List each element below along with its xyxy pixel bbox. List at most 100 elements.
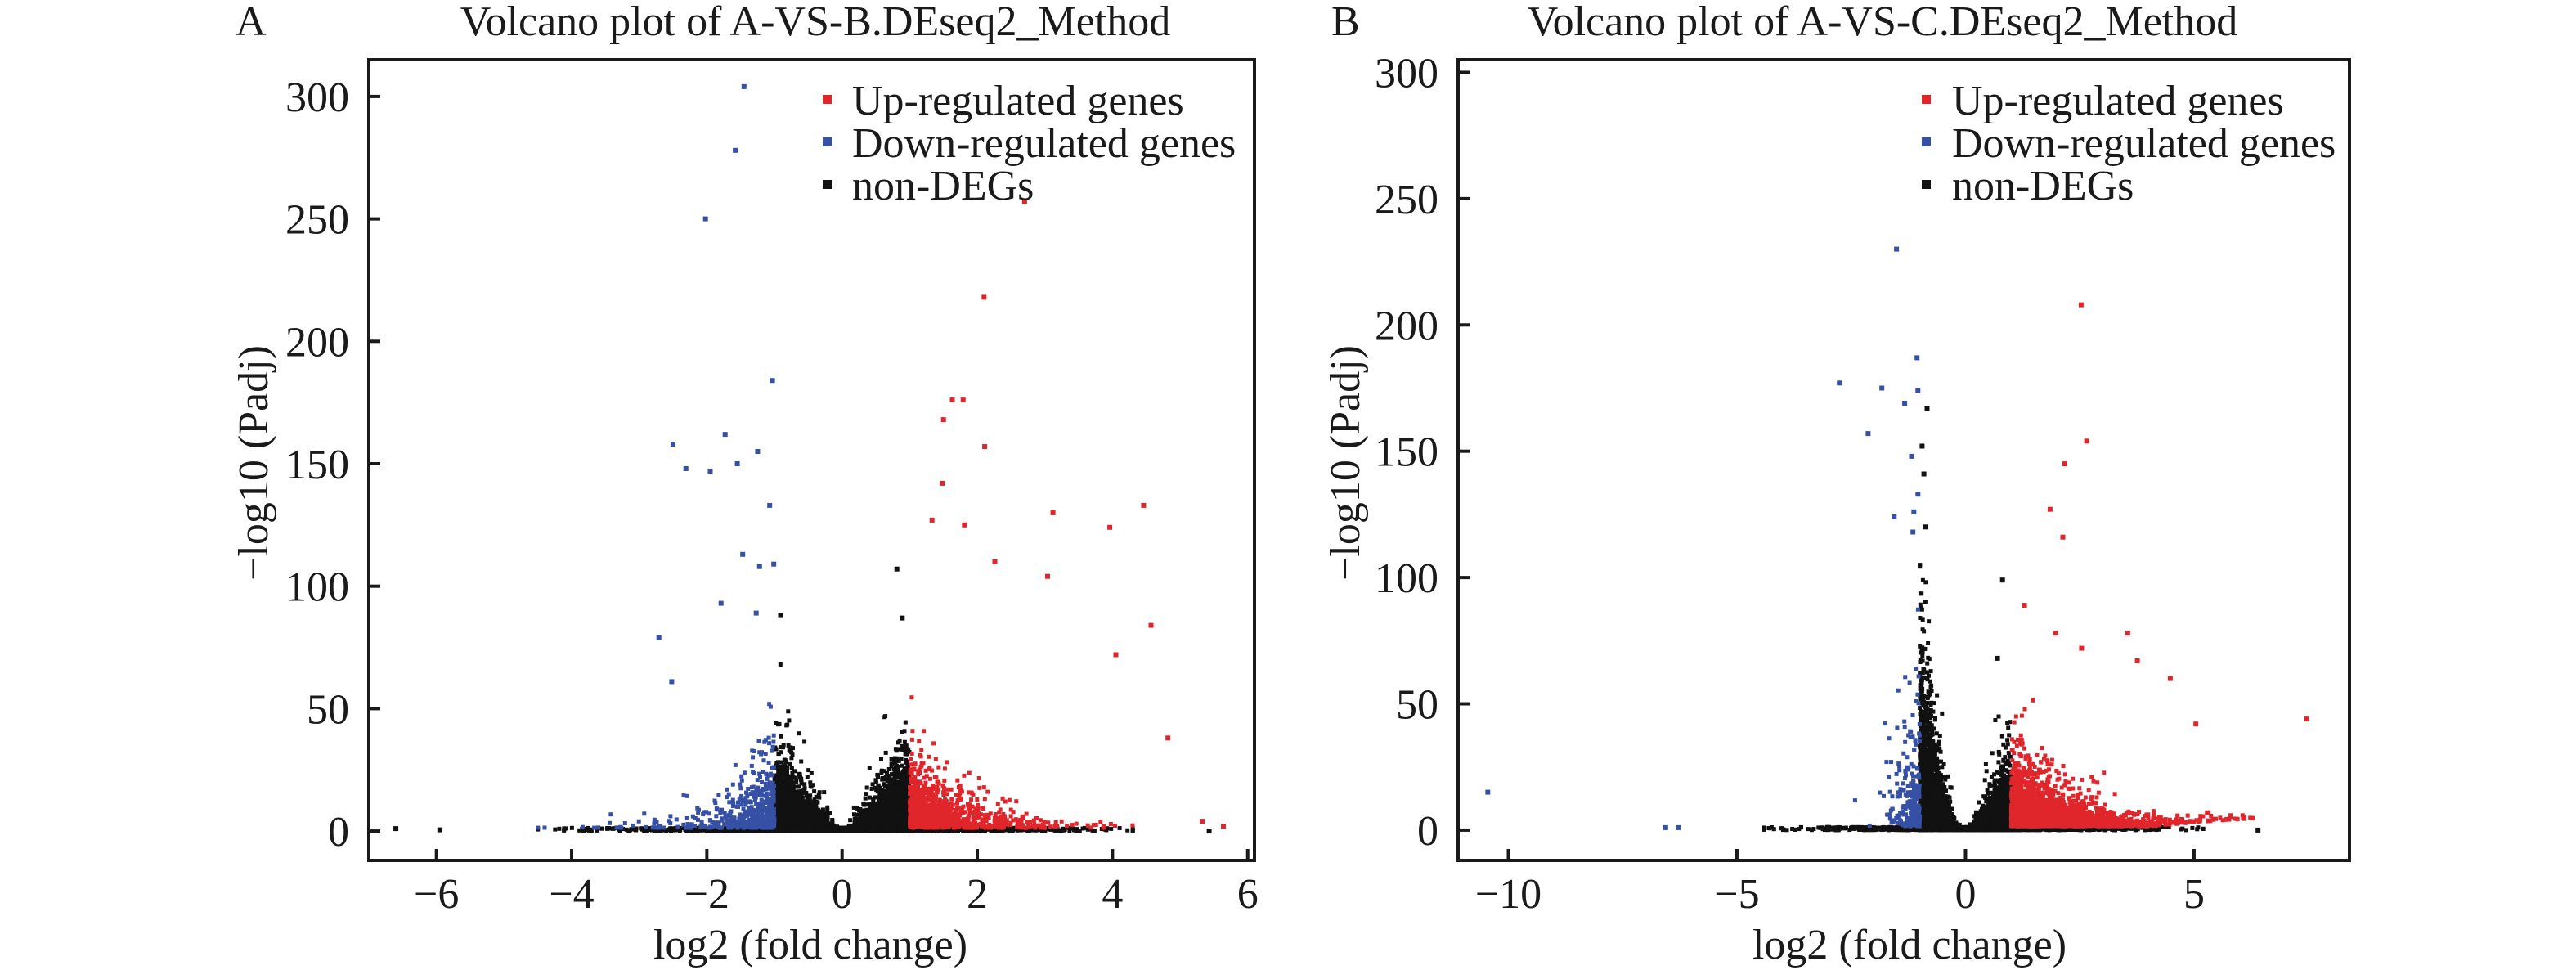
point-non-deg — [864, 807, 869, 812]
point-non-deg — [789, 776, 794, 781]
point-non-deg — [869, 787, 874, 791]
point-non-deg — [870, 806, 875, 811]
point-non-deg — [865, 814, 869, 819]
point-non-deg — [903, 797, 908, 802]
chart-title: Volcano plot of A-VS-B.DEseq2_Method — [460, 0, 1171, 45]
point-non-deg — [902, 775, 907, 780]
point-non-deg — [793, 793, 798, 797]
point-non-deg — [800, 808, 804, 813]
point-non-deg — [777, 721, 782, 726]
point-non-deg — [874, 807, 879, 812]
point-non-deg — [792, 769, 797, 774]
point-non-deg — [808, 817, 812, 822]
point-non-deg — [855, 806, 859, 811]
point-non-deg — [806, 802, 811, 806]
point-non-deg — [905, 772, 910, 777]
point-non-deg — [799, 781, 804, 786]
point-non-deg — [902, 739, 907, 744]
point-non-deg — [895, 772, 900, 777]
point-non-deg — [882, 784, 887, 789]
point-non-deg — [783, 775, 788, 779]
point-non-deg — [775, 792, 780, 797]
point-non-deg — [867, 766, 872, 770]
point-non-deg — [785, 722, 790, 727]
point-non-deg — [859, 817, 864, 822]
point-non-deg — [774, 747, 779, 752]
point-non-deg — [888, 821, 893, 826]
point-non-deg — [828, 821, 832, 826]
point-non-deg — [883, 775, 888, 779]
point-non-deg — [795, 795, 800, 800]
point-non-deg — [815, 800, 820, 805]
point-non-deg — [788, 775, 793, 779]
point-non-deg — [779, 822, 783, 827]
point-non-deg — [895, 802, 900, 807]
point-non-deg — [875, 789, 880, 794]
point-non-deg — [889, 761, 894, 766]
point-non-deg — [822, 790, 827, 795]
point-non-deg — [781, 797, 786, 802]
point-non-deg — [888, 788, 893, 793]
point-non-deg — [900, 816, 905, 820]
point-non-deg — [877, 811, 882, 816]
point-non-deg — [887, 805, 892, 809]
point-non-deg — [882, 715, 887, 720]
point-non-deg — [886, 767, 891, 771]
point-non-deg — [870, 818, 874, 823]
point-non-deg — [899, 811, 903, 815]
point-non-deg — [792, 810, 797, 815]
point-non-deg — [904, 759, 909, 764]
point-non-deg — [897, 738, 902, 743]
point-non-deg — [900, 730, 904, 734]
point-non-deg — [900, 778, 904, 783]
point-non-deg — [877, 785, 882, 790]
point-non-deg — [783, 786, 788, 791]
point-non-deg — [825, 807, 830, 812]
panel-a: A Volcano plot of A-VS-B.DEseq2_Method 0… — [231, 0, 1259, 968]
point-non-deg — [810, 816, 815, 821]
point-non-deg — [778, 781, 783, 786]
point-non-deg — [881, 801, 886, 806]
point-non-deg — [902, 806, 907, 811]
point-non-deg — [805, 819, 810, 824]
point-non-deg — [821, 812, 826, 817]
point-non-deg — [891, 804, 895, 809]
point-non-deg — [774, 781, 779, 785]
point-non-deg — [779, 778, 783, 783]
point-non-deg — [808, 815, 813, 820]
point-non-deg — [779, 815, 783, 820]
point-non-deg — [895, 811, 900, 815]
point-non-deg — [900, 820, 904, 825]
point-non-deg — [895, 818, 900, 823]
point-non-deg — [774, 721, 779, 725]
point-non-deg — [816, 823, 821, 827]
point-non-deg — [779, 803, 783, 807]
point-non-deg — [881, 810, 886, 815]
point-non-deg — [825, 805, 830, 810]
point-non-deg — [879, 768, 884, 773]
point-non-deg — [880, 776, 885, 780]
point-non-deg — [779, 750, 783, 755]
point-non-deg — [804, 800, 808, 805]
point-non-deg — [791, 799, 796, 804]
point-non-deg — [883, 818, 888, 823]
point-non-deg — [885, 779, 890, 783]
point-non-deg — [901, 788, 906, 793]
point-non-deg — [895, 769, 900, 774]
point-non-deg — [852, 816, 857, 821]
point-non-deg — [893, 788, 898, 793]
point-non-deg — [779, 769, 783, 774]
point-non-deg — [782, 763, 787, 768]
point-non-deg — [809, 770, 814, 775]
point-non-deg — [796, 814, 801, 819]
point-non-deg — [868, 814, 873, 819]
point-non-deg — [899, 757, 904, 761]
point-non-deg — [855, 821, 860, 826]
point-non-deg — [792, 784, 797, 789]
point-non-deg — [797, 775, 802, 779]
point-non-deg — [901, 801, 906, 806]
point-non-deg — [816, 792, 821, 797]
point-non-deg — [774, 764, 779, 769]
point-non-deg — [904, 766, 909, 770]
